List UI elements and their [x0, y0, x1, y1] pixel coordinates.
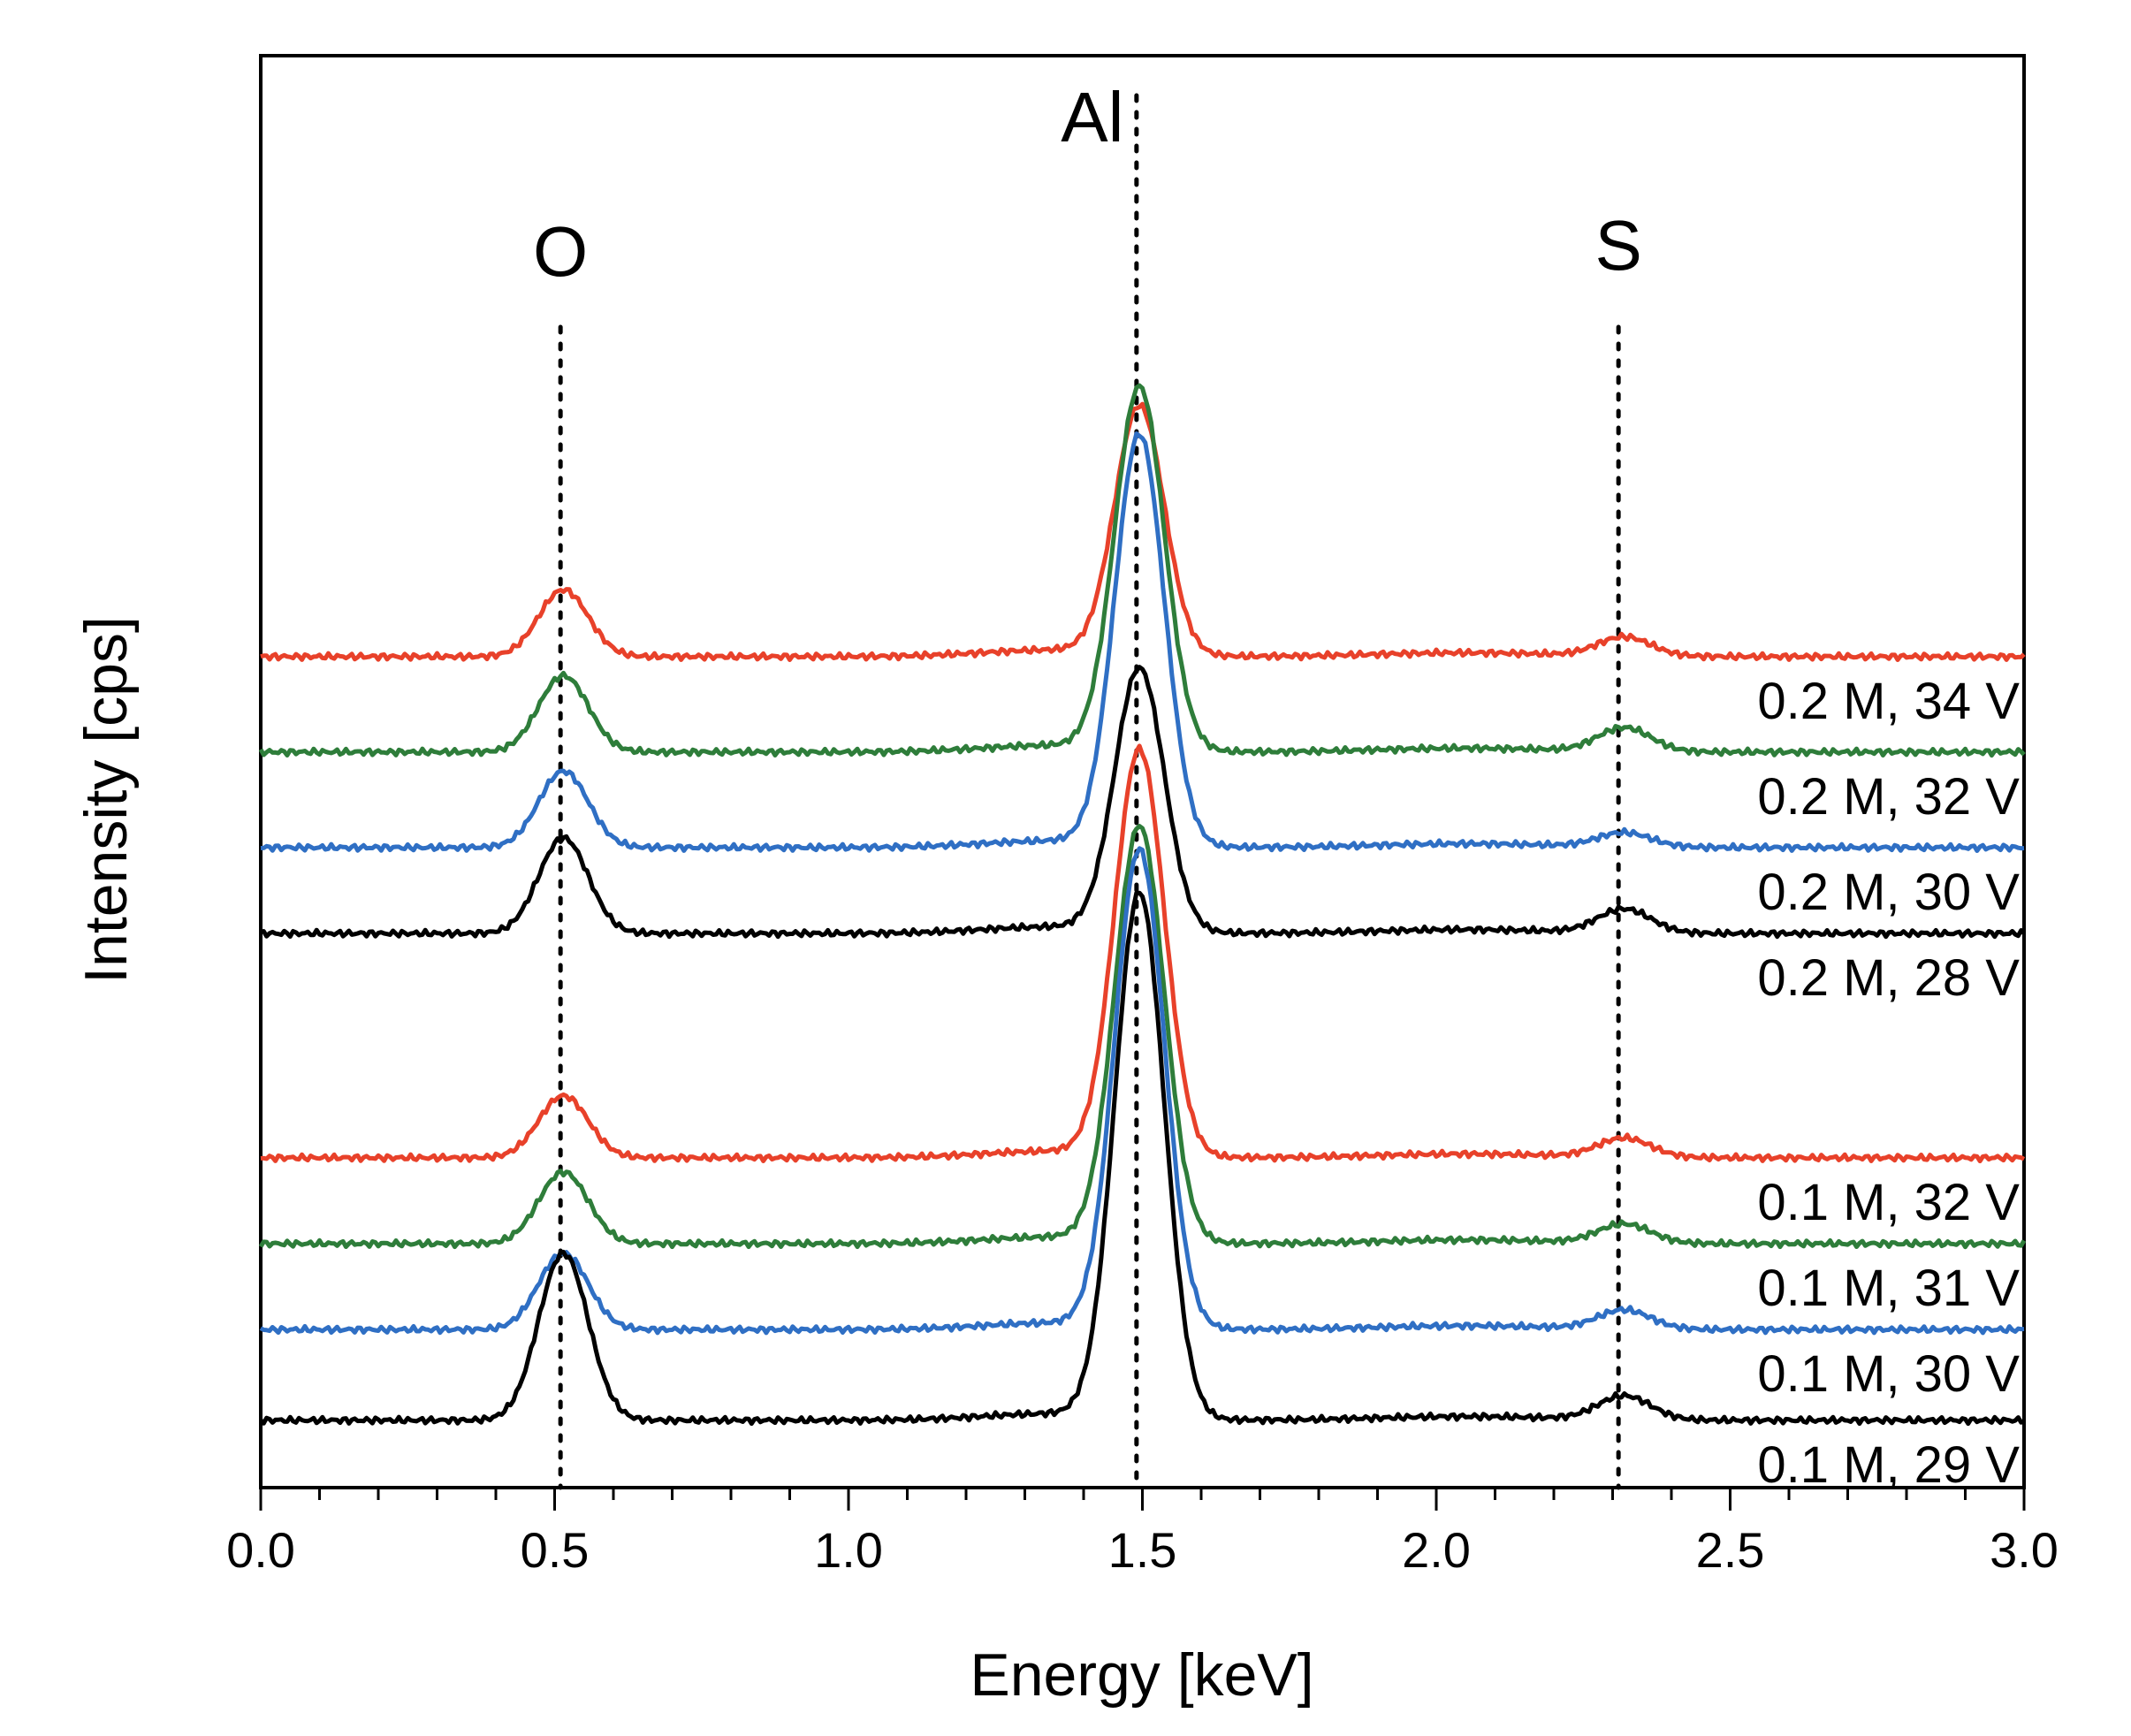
series-labels: 0.2 M, 34 V 0.2 M, 32 V 0.2 M, 30 V 0.2 M, …: [1757, 673, 2020, 1494]
peak-label-al: Al: [1061, 78, 1123, 156]
series-label: 0.2 M, 28 V: [1757, 949, 2020, 1007]
series-line: [260, 401, 2026, 662]
series-line: [260, 743, 2026, 1164]
x-tick-label: 0.0: [226, 1522, 295, 1578]
series-label: 0.1 M, 31 V: [1757, 1260, 2020, 1317]
peak-labels: O Al S: [533, 78, 1642, 291]
x-tick-label: 0.5: [521, 1522, 590, 1578]
series-line: [260, 665, 2026, 940]
series-label: 0.1 M, 32 V: [1757, 1174, 2020, 1231]
x-tick-label: 2.5: [1696, 1522, 1765, 1578]
peak-label-o: O: [533, 212, 588, 291]
series-line: [260, 431, 2025, 853]
peak-label-s: S: [1594, 206, 1641, 285]
x-tick-label: 1.0: [814, 1522, 883, 1578]
peak-lines: [558, 93, 1621, 1490]
series-label: 0.2 M, 34 V: [1757, 673, 2020, 730]
x-axis-title: Energy [keV]: [970, 1641, 1313, 1709]
series-line: [259, 890, 2025, 1427]
series-line: [258, 824, 2027, 1250]
series-label: 0.1 M, 29 V: [1757, 1436, 2020, 1494]
series-label: 0.2 M, 32 V: [1757, 768, 2020, 826]
series-group: [258, 383, 2027, 1427]
series-line: [259, 846, 2025, 1336]
x-tick-label: 2.0: [1402, 1522, 1471, 1578]
series-label: 0.2 M, 30 V: [1757, 864, 2020, 921]
series-line: [258, 383, 2026, 758]
x-axis: 0.0 0.5 1.0 1.5 2.0 2.5 3.0: [226, 1488, 2059, 1578]
series-label: 0.1 M, 30 V: [1757, 1345, 2020, 1403]
x-tick-label: 3.0: [1990, 1522, 2059, 1578]
x-tick-label: 1.5: [1108, 1522, 1177, 1578]
y-axis-title: Intensity [cps]: [72, 616, 140, 984]
